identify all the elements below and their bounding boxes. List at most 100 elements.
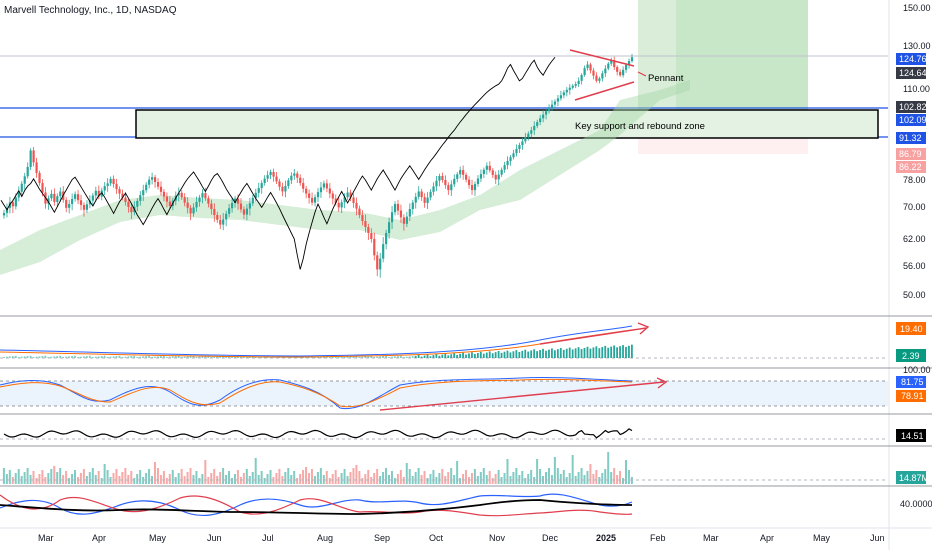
volume-bar (272, 477, 275, 484)
volume-bar (568, 473, 571, 484)
macd-hist-bar (148, 355, 150, 358)
macd-hist-bar (607, 347, 610, 358)
macd-hist-bar (14, 355, 17, 358)
volume-bar (355, 465, 358, 484)
candle-body (355, 202, 358, 209)
volume-bar (462, 474, 465, 484)
macd-line (0, 325, 633, 357)
stoch-k-line (0, 376, 633, 410)
macd-hist-bar (254, 357, 257, 358)
volume-bar (322, 475, 325, 484)
macd-hist-bar (417, 354, 420, 358)
candle-body (536, 121, 539, 126)
macd-hist-bar (192, 355, 195, 358)
volume-bar (201, 474, 204, 484)
candle-body (577, 80, 580, 85)
dmi-minus-line (0, 494, 633, 517)
macd-hist-bar (631, 344, 633, 358)
volume-bar (225, 475, 228, 484)
candle-body (453, 178, 456, 185)
x-tick-label: Sep (374, 533, 390, 543)
candle-body (210, 203, 213, 209)
macd-hist-badge-text: 2.39 (902, 351, 920, 361)
macd-hist-bar (595, 346, 598, 358)
volume-bar (414, 472, 417, 484)
volume-bar (506, 459, 509, 484)
volume-bar (65, 471, 68, 484)
macd-hist-bar (168, 356, 171, 358)
macd-hist-bar (204, 356, 207, 358)
price-badges: 124.76 124.64 102.82 102.09 91.32 86.79 … (896, 53, 927, 173)
candle-body (622, 69, 625, 76)
volume-bar (254, 458, 257, 484)
candle-body (53, 193, 56, 202)
volume-badge-text: 14.87M (899, 473, 929, 483)
volume-bar (38, 474, 41, 484)
volume-bar (245, 469, 248, 484)
candle-body (296, 173, 299, 178)
volume-bar (527, 474, 530, 484)
candle-body (435, 180, 438, 187)
volume-bar (562, 470, 565, 484)
candle-body (334, 198, 337, 203)
volume-bar (438, 473, 441, 484)
candle-body (242, 209, 246, 215)
volume-bar (364, 474, 367, 484)
volume-bar (47, 473, 50, 484)
pennant-label: Pennant (648, 73, 684, 84)
y-tick-label: 78.00 (903, 175, 926, 185)
volume-bar (473, 469, 476, 484)
candle-body (139, 195, 142, 201)
volume-bar (121, 472, 124, 484)
candle-body (201, 193, 204, 198)
candle-body (358, 208, 361, 215)
macd-hist-bar (559, 348, 562, 358)
candle-body (610, 60, 613, 64)
volume-bar (399, 470, 402, 484)
macd-hist-bar (453, 353, 456, 358)
candle-body (592, 70, 595, 76)
candle-body (266, 175, 269, 179)
candle-body (328, 188, 331, 194)
candle-body (204, 193, 207, 199)
candle-body (313, 197, 317, 203)
line-indicator-pane: 14.51 (0, 428, 926, 442)
candle-body (556, 98, 560, 102)
candle-body (479, 174, 483, 179)
candle-body (79, 200, 83, 205)
volume-bar (305, 467, 308, 484)
candle-body (305, 188, 308, 194)
macd-hist-bar (29, 355, 32, 358)
candle-body (17, 191, 20, 198)
macd-hist-bar (133, 355, 136, 358)
macd-hist-bar (500, 352, 503, 358)
candle-body (222, 219, 225, 225)
badge-level (896, 114, 926, 126)
macd-hist-bar (474, 354, 476, 358)
macd-hist-bar (503, 351, 506, 358)
candle-body (73, 194, 77, 199)
volume-bar (186, 472, 189, 484)
candle-body (148, 179, 151, 185)
candle-body (385, 233, 388, 245)
candle-body (118, 189, 121, 194)
volume-bar (521, 471, 524, 484)
macd-badge-text: 19.40 (900, 324, 923, 334)
candle-body (26, 166, 29, 177)
volume-bar (53, 466, 56, 484)
volume-bar (115, 469, 118, 484)
volume-bar (88, 472, 91, 484)
macd-hist-bar (447, 355, 450, 358)
candle-body (257, 188, 260, 193)
macd-hist-bar (157, 356, 159, 358)
candle-body (352, 197, 355, 203)
x-tick-label: Jun (207, 533, 222, 543)
volume-bar (263, 478, 266, 484)
candle-body (192, 207, 195, 214)
candle-body (619, 71, 622, 76)
candle-body (213, 209, 216, 215)
volume-bar (494, 474, 497, 484)
volume-bar (592, 474, 595, 484)
macd-hist-bar (414, 355, 417, 358)
